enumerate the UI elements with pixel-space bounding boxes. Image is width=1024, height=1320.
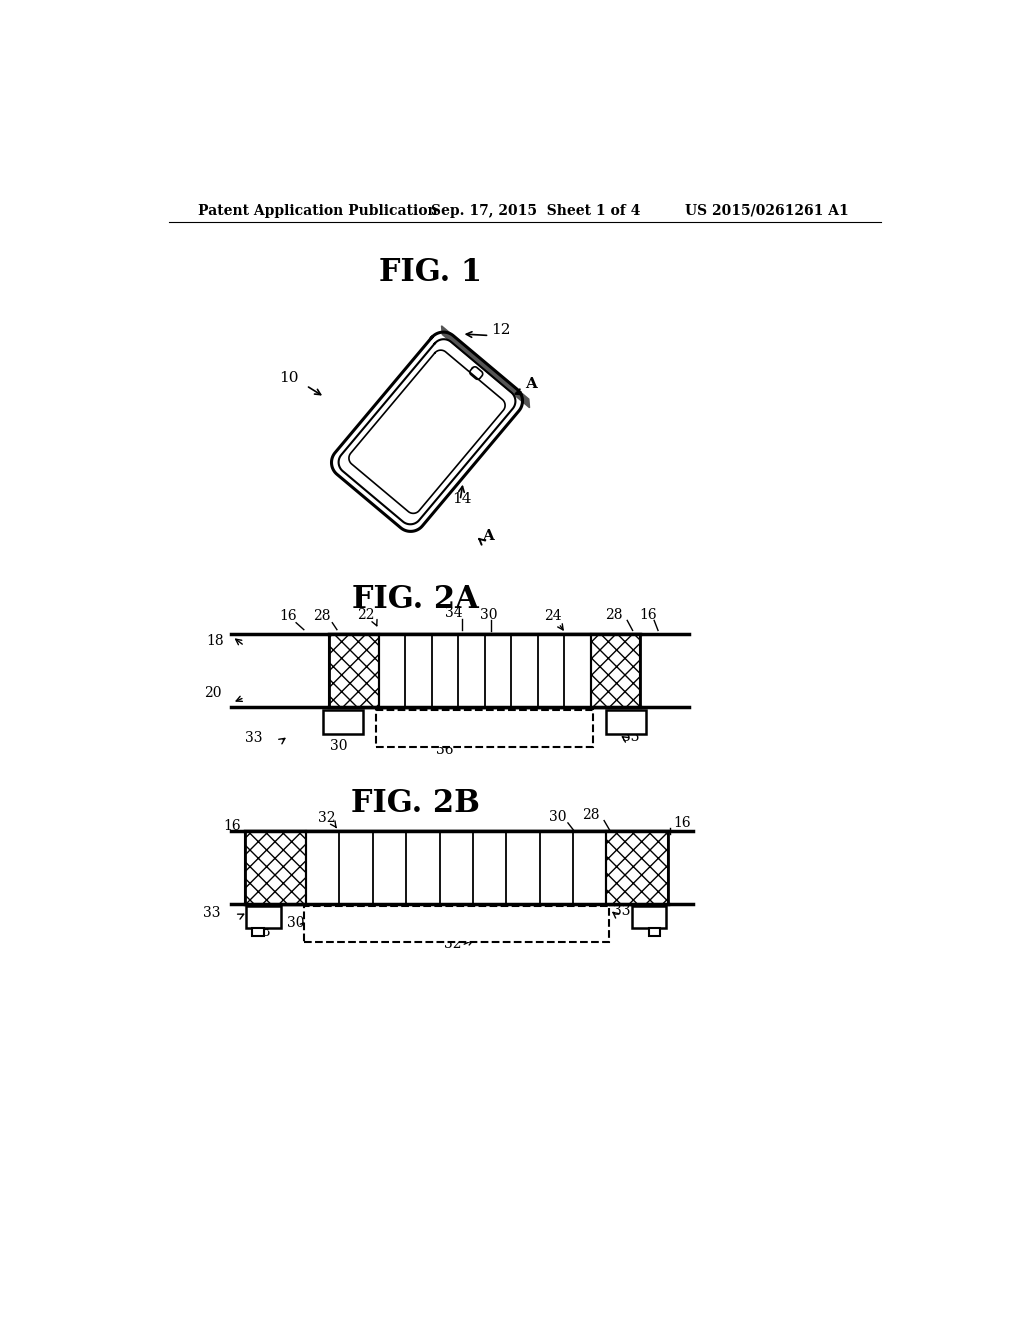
Text: FIG. 1: FIG. 1 xyxy=(379,257,482,288)
Bar xyxy=(245,830,306,904)
Text: 28: 28 xyxy=(312,610,331,623)
Text: 16: 16 xyxy=(639,609,656,622)
Text: 38: 38 xyxy=(411,913,428,927)
Text: 22: 22 xyxy=(356,609,374,622)
Text: 16: 16 xyxy=(674,816,691,830)
Text: 32: 32 xyxy=(318,810,336,825)
Text: 24: 24 xyxy=(544,610,561,623)
Text: 28: 28 xyxy=(605,609,623,622)
Text: 33: 33 xyxy=(245,731,262,744)
Text: 34: 34 xyxy=(445,606,463,620)
Text: 36: 36 xyxy=(436,743,454,756)
Bar xyxy=(246,906,281,928)
Text: 30: 30 xyxy=(330,739,347,752)
Text: 32: 32 xyxy=(443,937,461,950)
Polygon shape xyxy=(441,326,529,408)
Text: 12: 12 xyxy=(490,323,510,337)
Text: Patent Application Publication: Patent Application Publication xyxy=(199,203,438,218)
Text: US 2015/0261261 A1: US 2015/0261261 A1 xyxy=(685,203,849,218)
Text: 26: 26 xyxy=(553,733,570,747)
Bar xyxy=(330,635,379,706)
Polygon shape xyxy=(332,333,522,532)
Text: 30: 30 xyxy=(288,916,305,929)
Bar xyxy=(323,710,364,734)
Bar xyxy=(606,710,646,734)
Bar xyxy=(245,830,668,904)
Text: 20: 20 xyxy=(204,686,221,701)
Text: 10: 10 xyxy=(279,371,298,384)
Text: 38: 38 xyxy=(411,733,428,747)
Text: A: A xyxy=(524,378,537,391)
Text: 30: 30 xyxy=(549,809,566,824)
Text: 30: 30 xyxy=(480,609,498,622)
Bar xyxy=(252,928,264,936)
Bar xyxy=(304,906,608,942)
Text: 33: 33 xyxy=(623,730,640,743)
Text: 28: 28 xyxy=(253,925,270,939)
Text: 32: 32 xyxy=(508,733,526,747)
Bar xyxy=(591,635,640,706)
Text: 16: 16 xyxy=(280,610,297,623)
Bar xyxy=(606,830,668,904)
Bar xyxy=(632,906,667,928)
Bar xyxy=(330,635,640,706)
Bar xyxy=(376,710,593,747)
Text: Sep. 17, 2015  Sheet 1 of 4: Sep. 17, 2015 Sheet 1 of 4 xyxy=(431,203,640,218)
Text: 33: 33 xyxy=(203,906,220,920)
Text: 40: 40 xyxy=(470,733,487,747)
Bar xyxy=(379,635,591,706)
Text: 18: 18 xyxy=(206,634,223,648)
Text: 14: 14 xyxy=(453,492,472,507)
Text: 16: 16 xyxy=(223,818,241,833)
Text: FIG. 2A: FIG. 2A xyxy=(352,585,479,615)
Bar xyxy=(649,928,660,936)
Bar xyxy=(306,830,606,904)
Text: 33: 33 xyxy=(613,904,631,919)
Text: 28: 28 xyxy=(583,808,600,822)
Text: FIG. 2B: FIG. 2B xyxy=(351,788,480,820)
Text: A: A xyxy=(482,528,495,543)
